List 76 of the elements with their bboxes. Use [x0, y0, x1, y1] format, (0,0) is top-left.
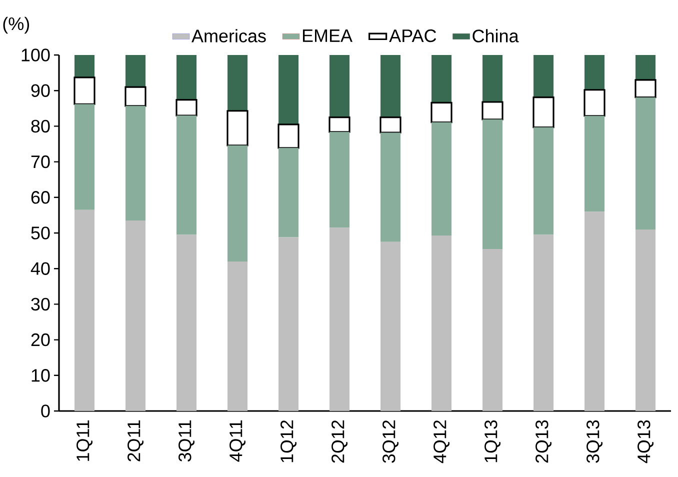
bar — [176, 54, 196, 100]
x-tick-label: 2Q13 — [536, 420, 552, 463]
bar — [74, 54, 94, 78]
bar — [584, 212, 605, 411]
legend-label: Americas — [192, 29, 266, 42]
legend-label: EMEA — [302, 29, 352, 42]
y-tick-label: 40 — [30, 262, 50, 275]
bar — [176, 116, 196, 235]
y-tick-label: 80 — [31, 120, 50, 133]
x-tick-label: 4Q13 — [638, 420, 654, 464]
bar — [228, 145, 248, 262]
y-tick-label: 90 — [31, 84, 50, 97]
x-tick-label: 2Q11 — [128, 420, 144, 462]
bar — [228, 261, 248, 411]
bar — [634, 79, 656, 98]
bar — [328, 116, 350, 133]
bar — [226, 110, 248, 146]
bar — [176, 234, 196, 411]
bar — [534, 54, 554, 98]
bar — [126, 106, 146, 221]
bar — [74, 76, 96, 105]
x-tick-label: 3Q11 — [178, 420, 194, 462]
bar — [482, 54, 503, 102]
y-tick-label: 100 — [22, 48, 50, 62]
y-tick-label: 60 — [31, 191, 50, 204]
bar — [432, 235, 452, 411]
bar — [432, 122, 452, 236]
y-tick-label: 70 — [31, 155, 50, 168]
y-axis-title: (%) — [3, 16, 30, 34]
y-tick-label: 50 — [31, 226, 50, 240]
y-tick-label: 30 — [31, 298, 50, 311]
bar — [534, 127, 554, 235]
legend-label: APAC — [389, 29, 436, 42]
bar — [584, 89, 606, 117]
bar — [584, 54, 605, 90]
bar — [636, 97, 656, 230]
x-tick-label: 4Q12 — [434, 420, 450, 464]
bar — [430, 102, 452, 124]
bar — [330, 54, 350, 118]
bar — [380, 54, 401, 118]
x-tick-label: 4Q11 — [230, 420, 246, 462]
bar — [482, 119, 503, 250]
bar — [278, 124, 300, 149]
bar — [532, 96, 554, 128]
y-tick-label: 10 — [32, 369, 50, 382]
bar — [278, 148, 299, 238]
bar — [176, 99, 198, 116]
bar — [124, 86, 146, 107]
x-tick-label: 2Q12 — [332, 420, 348, 463]
x-tick-label: 1Q13 — [484, 420, 500, 462]
x-tick-label: 1Q11 — [76, 420, 92, 461]
bar — [278, 237, 299, 411]
x-tick-label: 3Q13 — [586, 420, 602, 463]
bar — [380, 242, 401, 411]
x-tick-label: 3Q12 — [382, 420, 398, 463]
bar — [126, 220, 146, 411]
x-tick-label: 1Q12 — [280, 420, 296, 462]
bar — [74, 210, 94, 411]
bar — [534, 234, 554, 411]
bar — [330, 228, 350, 411]
bar — [228, 54, 248, 111]
bar — [636, 229, 656, 411]
bar — [432, 54, 452, 103]
bar — [278, 54, 299, 124]
bar — [636, 54, 656, 80]
bar — [380, 132, 401, 242]
bar — [482, 101, 504, 120]
y-tick-label: 0 — [41, 404, 50, 418]
bar — [126, 54, 146, 88]
legend-label: China — [472, 29, 519, 42]
bar — [584, 116, 605, 212]
bar — [482, 249, 503, 411]
bar — [330, 132, 350, 228]
bar — [74, 104, 94, 210]
bar — [380, 116, 402, 134]
y-tick-label: 20 — [31, 333, 50, 346]
